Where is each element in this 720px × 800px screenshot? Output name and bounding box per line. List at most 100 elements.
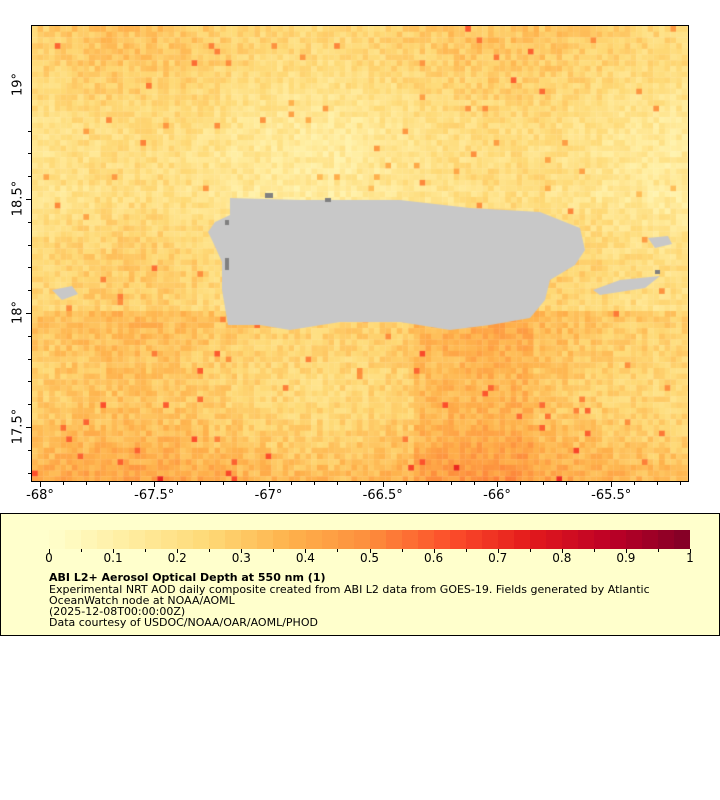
lon-tick — [611, 482, 613, 487]
colorbar-tick — [690, 549, 691, 553]
colorbar-tick — [177, 549, 179, 553]
colorbar-cell — [305, 530, 322, 549]
colorbar-cell — [337, 530, 354, 549]
colorbar-cell — [513, 530, 530, 549]
legend-panel: 0 0.1 0.2 0.3 0.4 0.5 0.6 0.7 0.8 0.9 1 ABI L2+ Ae… — [0, 513, 720, 636]
colorbar-tick — [497, 549, 499, 553]
colorbar-cell — [193, 530, 210, 549]
colorbar-cell — [481, 530, 498, 549]
aod-field — [32, 26, 688, 481]
lon-tick — [337, 482, 339, 485]
colorbar-cell — [642, 530, 659, 549]
lat-tick-label: 19° — [10, 72, 26, 97]
lon-tick — [199, 482, 201, 485]
colorbar-tick — [81, 549, 83, 552]
lat-tick — [28, 472, 31, 474]
lon-tick — [405, 482, 407, 485]
colorbar-cell — [65, 530, 82, 549]
colorbar-cell — [161, 530, 178, 549]
lon-tick — [565, 482, 567, 485]
colorbar-tick-label: 0.4 — [295, 551, 315, 565]
lon-tick — [40, 482, 41, 487]
colorbar-cell — [497, 530, 514, 549]
colorbar-cell — [353, 530, 370, 549]
legend-credit: Data courtesy of USDOC/NOAA/OAR/AOML/PHO… — [49, 616, 318, 629]
colorbar-cell — [289, 530, 306, 549]
lon-tick — [497, 482, 498, 487]
lat-tick — [26, 427, 31, 428]
colorbar-cell — [209, 530, 226, 549]
colorbar-tick-label: 1 — [686, 551, 694, 565]
lat-tick — [28, 221, 31, 223]
aod-map — [31, 25, 689, 482]
colorbar-cell — [449, 530, 466, 549]
colorbar-cell — [49, 530, 66, 549]
lat-tick-label: 18.5° — [10, 180, 26, 217]
lon-tick — [314, 482, 316, 485]
lon-tick — [428, 482, 430, 485]
colorbar-cell — [401, 530, 418, 549]
colorbar-cell — [545, 530, 562, 549]
lon-tick-label: -68° — [26, 488, 54, 503]
lon-tick — [656, 482, 658, 485]
lon-tick-label: -67.5° — [134, 488, 175, 503]
colorbar-tick — [401, 549, 403, 552]
colorbar-cell — [225, 530, 242, 549]
lon-tick — [291, 482, 293, 485]
lat-tick — [28, 404, 31, 406]
colorbar-cell — [658, 530, 675, 549]
colorbar-tick-label: 0 — [45, 551, 53, 565]
colorbar-tick — [657, 549, 659, 552]
colorbar-tick-label: 0.6 — [424, 551, 444, 565]
colorbar-tick — [49, 549, 50, 553]
colorbar-tick — [337, 549, 339, 552]
lon-tick — [359, 482, 361, 485]
colorbar — [49, 530, 691, 549]
legend-title: ABI L2+ Aerosol Optical Depth at 550 nm … — [49, 571, 326, 584]
colorbar-tick-label: 0.8 — [552, 551, 572, 565]
lon-tick — [382, 482, 384, 487]
colorbar-tick — [561, 549, 563, 553]
lon-tick — [588, 482, 590, 485]
colorbar-cell — [97, 530, 114, 549]
lon-tick — [62, 482, 64, 485]
colorbar-tick-label: 0.3 — [231, 551, 251, 565]
lat-tick — [28, 244, 31, 246]
colorbar-tick — [369, 549, 371, 553]
lat-tick — [28, 358, 31, 360]
lat-tick — [28, 130, 31, 132]
lon-tick-label: -65.5° — [591, 488, 632, 503]
colorbar-cell — [610, 530, 627, 549]
colorbar-cell — [465, 530, 482, 549]
colorbar-cell — [626, 530, 643, 549]
lat-tick-label: 17.5° — [10, 408, 26, 445]
legend-description-cont: OceanWatch node at NOAA/AOML — [49, 594, 235, 607]
colorbar-cell — [321, 530, 338, 549]
colorbar-cell — [113, 530, 130, 549]
colorbar-tick-label: 0.5 — [359, 551, 380, 565]
colorbar-cell — [257, 530, 274, 549]
colorbar-tick — [593, 549, 595, 552]
lat-tick — [26, 313, 31, 314]
colorbar-tick — [273, 549, 275, 552]
colorbar-tick-label: 0.7 — [488, 551, 508, 565]
lon-tick — [108, 482, 110, 485]
colorbar-tick — [113, 549, 115, 553]
colorbar-tick — [145, 549, 147, 552]
colorbar-cell — [562, 530, 579, 549]
colorbar-cell — [177, 530, 194, 549]
lat-tick — [28, 335, 31, 337]
lat-tick-label: 18° — [10, 300, 26, 325]
colorbar-tick-label: 0.9 — [616, 551, 636, 565]
colorbar-tick — [625, 549, 627, 553]
lon-tick — [451, 482, 453, 485]
lat-tick — [28, 153, 31, 155]
lon-tick — [268, 482, 270, 487]
lon-tick — [177, 482, 179, 485]
lat-tick — [28, 449, 31, 451]
legend-time: (2025-12-08T00:00:00Z) — [49, 605, 186, 618]
colorbar-cell — [369, 530, 386, 549]
lat-tick — [28, 176, 31, 178]
colorbar-tick — [465, 549, 467, 552]
lon-tick-label: -66° — [483, 488, 511, 503]
